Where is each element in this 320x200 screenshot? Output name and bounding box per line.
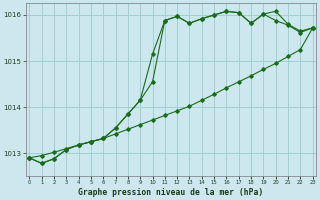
X-axis label: Graphe pression niveau de la mer (hPa): Graphe pression niveau de la mer (hPa) [78, 188, 264, 197]
